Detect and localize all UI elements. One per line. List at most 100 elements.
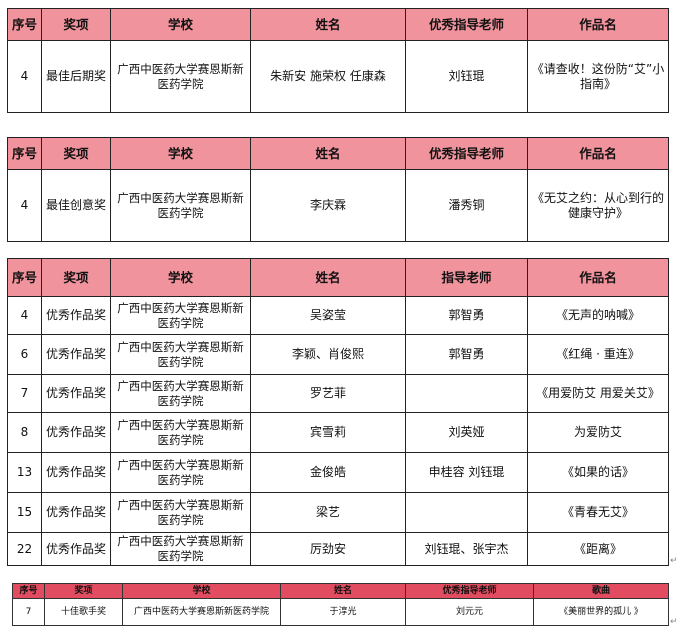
header-school: 学校 xyxy=(110,258,251,297)
cell-name: 厉劲安 xyxy=(250,532,406,566)
table-row: 4 最佳创意奖 广西中医药大学赛恩斯新医药学院 李庆霖 潘秀铜 《无艾之约：从心到行的健康… xyxy=(7,169,669,242)
header-school: 学校 xyxy=(122,583,281,599)
header-work: 作品名 xyxy=(527,137,669,170)
table-row: 13 优秀作品奖 广西中医药大学赛恩斯新医药学院 金俊皓 申桂容 刘钰琨 《如果的话》 xyxy=(7,452,669,493)
cell-seq: 7 xyxy=(12,598,45,626)
cell-seq: 4 xyxy=(7,296,42,335)
cell-seq: 4 xyxy=(7,40,42,113)
header-school: 学校 xyxy=(110,137,251,170)
header-award: 奖项 xyxy=(41,258,111,297)
header-row: 序号 奖项 学校 姓名 指导老师 作品名 xyxy=(7,258,669,297)
cell-work: 《美丽世界的孤儿 》 xyxy=(533,598,669,626)
cell-school: 广西中医药大学赛恩斯新医药学院 xyxy=(110,334,251,375)
cell-name: 朱新安 施荣权 任康森 xyxy=(250,40,406,113)
header-name: 姓名 xyxy=(250,258,406,297)
cell-seq: 8 xyxy=(7,412,42,453)
cell-work: 《红绳 · 重连》 xyxy=(527,334,669,375)
header-seq: 序号 xyxy=(7,258,42,297)
paragraph-mark: ↵ xyxy=(670,556,678,566)
award-table-best-post: 序号 奖项 学校 姓名 优秀指导老师 作品名 4 最佳后期奖 广西中医药大学赛恩斯新医药学院 朱新… xyxy=(7,8,669,113)
header-teacher: 优秀指导老师 xyxy=(405,583,534,599)
cell-work: 《无声的呐喊》 xyxy=(527,296,669,335)
header-name: 姓名 xyxy=(280,583,406,599)
cell-school: 广西中医药大学赛恩斯新医药学院 xyxy=(110,40,251,113)
table-row: 22 优秀作品奖 广西中医药大学赛恩斯新医药学院 厉劲安 刘钰琨、张宇杰 《距离》 xyxy=(7,532,669,566)
header-teacher: 优秀指导老师 xyxy=(405,137,528,170)
cell-seq: 15 xyxy=(7,492,42,533)
award-table-excellent-works: 序号 奖项 学校 姓名 指导老师 作品名 4 优秀作品奖 广西中医药大学赛恩斯新医药学院 吴姿莹郭… xyxy=(7,258,669,566)
cell-teacher xyxy=(405,374,528,413)
cell-work: 《如果的话》 xyxy=(527,452,669,493)
cell-work: 《用爱防艾 用爱关艾》 xyxy=(527,374,669,413)
cell-award: 优秀作品奖 xyxy=(41,334,111,375)
cell-name: 吴姿莹 xyxy=(250,296,406,335)
header-award: 奖项 xyxy=(44,583,123,599)
cell-school: 广西中医药大学赛恩斯新医药学院 xyxy=(110,452,251,493)
cell-teacher: 刘英娅 xyxy=(405,412,528,453)
header-work: 歌曲 xyxy=(533,583,669,599)
cell-award: 优秀作品奖 xyxy=(41,532,111,566)
cell-school: 广西中医药大学赛恩斯新医药学院 xyxy=(110,169,251,242)
cell-name: 李庆霖 xyxy=(250,169,406,242)
cell-award: 优秀作品奖 xyxy=(41,296,111,335)
header-work: 作品名 xyxy=(527,258,669,297)
header-seq: 序号 xyxy=(7,137,42,170)
cell-teacher: 郭智勇 xyxy=(405,296,528,335)
cell-award: 最佳创意奖 xyxy=(41,169,111,242)
cell-teacher: 潘秀铜 xyxy=(405,169,528,242)
award-table-best-creative: 序号 奖项 学校 姓名 优秀指导老师 作品名 4 最佳创意奖 广西中医药大学赛恩斯新医药学院 李庆… xyxy=(7,137,669,242)
table-row: 8 优秀作品奖 广西中医药大学赛恩斯新医药学院 宾雪莉 刘英娅 为爱防艾 xyxy=(7,412,669,453)
cell-teacher xyxy=(405,492,528,533)
cell-award: 优秀作品奖 xyxy=(41,374,111,413)
cell-seq: 22 xyxy=(7,532,42,566)
cell-school: 广西中医药大学赛恩斯新医药学院 xyxy=(110,492,251,533)
cell-school: 广西中医药大学赛恩斯新医药学院 xyxy=(110,532,251,566)
cell-name: 宾雪莉 xyxy=(250,412,406,453)
cell-seq: 6 xyxy=(7,334,42,375)
header-row: 序号 奖项 学校 姓名 优秀指导老师 作品名 xyxy=(7,8,669,41)
table-row: 4 最佳后期奖 广西中医药大学赛恩斯新医药学院 朱新安 施荣权 任康森 刘钰琨 《请查收！… xyxy=(7,40,669,113)
cell-school: 广西中医药大学赛恩斯新医药学院 xyxy=(110,412,251,453)
header-name: 姓名 xyxy=(250,137,406,170)
header-award: 奖项 xyxy=(41,137,111,170)
cell-seq: 13 xyxy=(7,452,42,493)
cell-seq: 4 xyxy=(7,169,42,242)
cell-award: 优秀作品奖 xyxy=(41,452,111,493)
cell-name: 罗艺菲 xyxy=(250,374,406,413)
table-row: 7 十佳歌手奖 广西中医药大学赛恩斯新医药学院 于淳光 刘元元 《美丽世界的孤儿 》 xyxy=(12,598,669,626)
cell-name: 金俊皓 xyxy=(250,452,406,493)
header-award: 奖项 xyxy=(41,8,111,41)
paragraph-mark: ↵ xyxy=(670,617,678,627)
cell-teacher: 申桂容 刘钰琨 xyxy=(405,452,528,493)
table-row: 6 优秀作品奖 广西中医药大学赛恩斯新医药学院 李颖、肖俊熙 郭智勇 《红绳 · 重连》 xyxy=(7,334,669,375)
header-teacher: 优秀指导老师 xyxy=(405,8,528,41)
table-row: 4 优秀作品奖 广西中医药大学赛恩斯新医药学院 吴姿莹 郭智勇 《无声的呐喊》 xyxy=(7,296,669,335)
header-row: 序号 奖项 学校 姓名 优秀指导老师 作品名 xyxy=(7,137,669,170)
cell-name: 梁艺 xyxy=(250,492,406,533)
cell-award: 优秀作品奖 xyxy=(41,412,111,453)
cell-award: 优秀作品奖 xyxy=(41,492,111,533)
cell-work: 为爱防艾 xyxy=(527,412,669,453)
cell-work: 《青春无艾》 xyxy=(527,492,669,533)
cell-award: 十佳歌手奖 xyxy=(44,598,123,626)
header-school: 学校 xyxy=(110,8,251,41)
header-name: 姓名 xyxy=(250,8,406,41)
cell-school: 广西中医药大学赛恩斯新医药学院 xyxy=(122,598,281,626)
cell-work: 《无艾之约：从心到行的健康守护》 xyxy=(527,169,669,242)
cell-teacher: 刘元元 xyxy=(405,598,534,626)
award-table-top-singers: 序号 奖项 学校 姓名 优秀指导老师 歌曲 7 十佳歌手奖 广西中医药大学赛恩斯新医药学院 于淳光… xyxy=(12,583,669,626)
header-work: 作品名 xyxy=(527,8,669,41)
cell-teacher: 刘钰琨 xyxy=(405,40,528,113)
header-row: 序号 奖项 学校 姓名 优秀指导老师 歌曲 xyxy=(12,583,669,599)
cell-work: 《距离》 xyxy=(527,532,669,566)
header-seq: 序号 xyxy=(7,8,42,41)
cell-teacher: 郭智勇 xyxy=(405,334,528,375)
cell-work: 《请查收！这份防“艾”小指南》 xyxy=(527,40,669,113)
cell-school: 广西中医药大学赛恩斯新医药学院 xyxy=(110,296,251,335)
cell-name: 于淳光 xyxy=(280,598,406,626)
cell-name: 李颖、肖俊熙 xyxy=(250,334,406,375)
table-row: 7 优秀作品奖 广西中医药大学赛恩斯新医药学院 罗艺菲 《用爱防艾 用爱关艾》 xyxy=(7,374,669,413)
header-seq: 序号 xyxy=(12,583,45,599)
cell-school: 广西中医药大学赛恩斯新医药学院 xyxy=(110,374,251,413)
cell-award: 最佳后期奖 xyxy=(41,40,111,113)
